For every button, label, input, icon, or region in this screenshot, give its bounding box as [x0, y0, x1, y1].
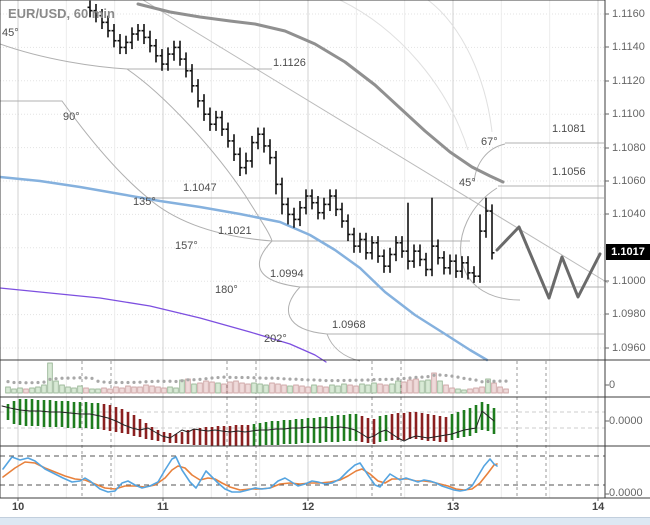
price-tick-label: 1.1040: [612, 208, 646, 220]
gann-angle-label: 45°: [2, 27, 19, 39]
ma-purple: [0, 287, 327, 363]
oscillator-panel: [0, 455, 605, 493]
current-price-badge: 1.1017: [606, 244, 650, 260]
window-bottom-strip: [0, 517, 650, 525]
time-axis-label: 11: [157, 501, 169, 513]
price-tick-label: 1.1140: [612, 41, 645, 53]
price-tick-label: 1.1120: [612, 75, 645, 87]
gann-angle-label: 157°: [175, 240, 198, 252]
price-tick-label: 1.1000: [612, 275, 646, 287]
gann-level-label: 1.0968: [332, 319, 366, 331]
time-axis-label: 10: [12, 501, 25, 513]
gann-angle-label: 135°: [133, 196, 156, 208]
gann-angle-label: 67°: [481, 136, 498, 148]
gann-angle-label: 180°: [215, 284, 238, 296]
gann-angle-label: 45°: [459, 177, 476, 189]
oscillator-zero-label: 0.0000: [609, 487, 643, 499]
price-tick-label: 1.0960: [612, 342, 646, 354]
gann-level-label: 1.1047: [183, 182, 217, 194]
gann-level-label: 1.1126: [273, 57, 306, 69]
histogram-panel: [0, 399, 605, 446]
ma-blue: [0, 175, 489, 362]
ohlc-bars: [87, 0, 495, 283]
gann-level-label: 1.1056: [552, 166, 586, 178]
price-tick-label: 1.1160: [612, 8, 645, 20]
gann-level-label: 1.1021: [218, 225, 252, 237]
gann-level-label: 1.1081: [552, 123, 586, 135]
ma-thick-gray: [136, 2, 505, 184]
gann-overlays: [0, 0, 609, 362]
chart-title: EUR/USD, 60 min: [8, 6, 115, 21]
axis-ticks: [17, 13, 609, 501]
price-tick-label: 1.0980: [612, 308, 646, 320]
time-axis-label: 14: [592, 501, 605, 513]
volume-panel: [5, 362, 509, 394]
price-tick-label: 1.1060: [612, 175, 646, 187]
gann-level-label: 1.0994: [270, 268, 304, 280]
price-tick-label: 1.1080: [612, 142, 646, 154]
gann-angle-label: 202°: [264, 333, 287, 345]
histogram-zero-label: 0.0000: [609, 415, 643, 427]
forecast-zigzag: [495, 225, 602, 300]
time-axis-label: 13: [447, 501, 460, 513]
price-tick-label: 1.1100: [612, 108, 645, 120]
time-axis-label: 12: [302, 501, 315, 513]
volume-ma-dots: [6, 373, 508, 385]
gann-angle-label: 90°: [63, 111, 80, 123]
borders: [0, 0, 650, 499]
volume-zero-label: 0: [609, 379, 616, 391]
